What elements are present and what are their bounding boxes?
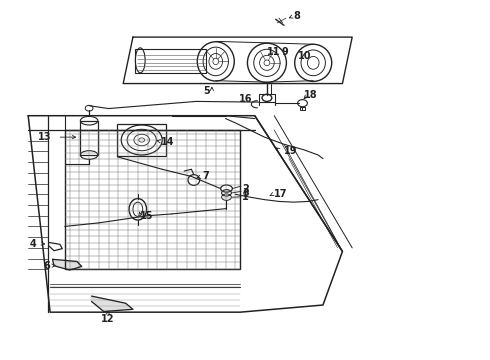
Bar — [117, 124, 166, 156]
Text: 2: 2 — [242, 184, 249, 194]
Text: 11: 11 — [268, 47, 281, 57]
Bar — [299, 107, 305, 110]
Bar — [135, 49, 206, 73]
Text: 3: 3 — [242, 188, 249, 198]
Bar — [80, 121, 98, 155]
Text: 13: 13 — [38, 132, 51, 142]
Bar — [259, 94, 275, 102]
Text: 10: 10 — [297, 51, 311, 61]
Text: 19: 19 — [284, 146, 297, 156]
Text: 5: 5 — [203, 86, 210, 96]
Text: 6: 6 — [43, 261, 50, 271]
Text: 4: 4 — [30, 239, 36, 249]
Text: 17: 17 — [274, 189, 288, 199]
Polygon shape — [92, 296, 133, 311]
Bar — [65, 130, 240, 269]
Text: 12: 12 — [101, 314, 114, 324]
Text: 1: 1 — [242, 192, 249, 202]
Text: 14: 14 — [161, 137, 175, 147]
Polygon shape — [52, 259, 82, 270]
Text: 7: 7 — [202, 171, 209, 181]
Text: 9: 9 — [281, 47, 288, 57]
Text: 15: 15 — [140, 211, 154, 221]
Text: 8: 8 — [294, 12, 300, 21]
Text: 16: 16 — [239, 94, 252, 104]
Text: 18: 18 — [303, 90, 317, 100]
